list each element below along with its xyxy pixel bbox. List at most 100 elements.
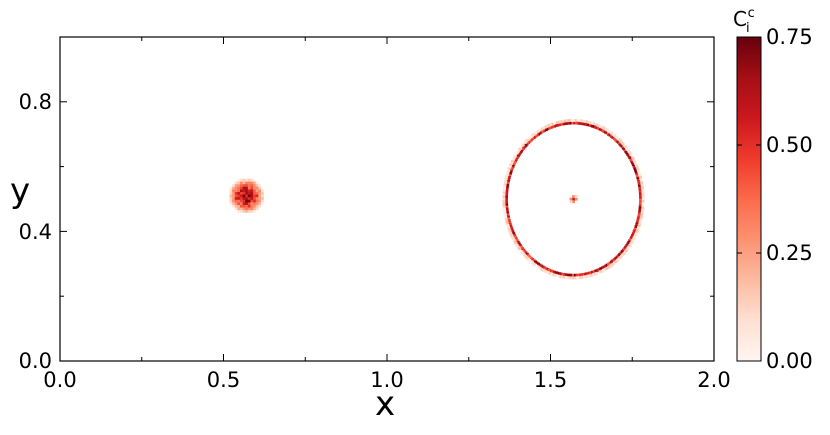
colorbar-tick-label: 0.75 (766, 25, 813, 49)
ring-cell (637, 171, 641, 175)
ring-cell (510, 235, 514, 239)
ring-cell (627, 154, 631, 158)
ring-cell (586, 120, 590, 124)
blob-cell (247, 178, 251, 182)
ring-cell (581, 119, 585, 123)
blob-cell (247, 186, 251, 190)
ring-cell (637, 183, 641, 187)
ring-cell (602, 268, 605, 272)
colorbar-tick-label: 0.25 (766, 241, 813, 265)
ring-cell (627, 149, 631, 153)
ring-cell (573, 119, 577, 122)
ring-cell (521, 148, 525, 152)
y-tick-labels: 0.0 0.4 0.8 (19, 90, 52, 373)
blob-cell (240, 194, 243, 198)
blob-cell (242, 178, 246, 182)
blob-cell (258, 196, 262, 200)
blob-cell (234, 194, 238, 198)
ring-cell (513, 154, 517, 158)
ring-cell (631, 163, 635, 167)
ring-cell (591, 122, 595, 126)
blob-cell (253, 189, 257, 193)
blob-cell (229, 191, 233, 195)
ring-cell (568, 119, 572, 122)
ring-cell (635, 229, 639, 233)
ring-cell (604, 130, 607, 134)
ring-cell (512, 163, 516, 167)
ring-cell (506, 215, 510, 219)
blob-cell (232, 194, 236, 198)
colorbar-tick-label: 0.00 (766, 349, 813, 373)
blob-cell (247, 204, 251, 208)
ring-cell (603, 127, 607, 131)
ring-cell (548, 268, 551, 272)
ring-cell (625, 244, 629, 247)
colorbar (736, 36, 762, 362)
ring-cell (629, 242, 633, 246)
ring-cell (635, 221, 639, 225)
blob-cell (250, 199, 254, 203)
ring-cell (510, 233, 513, 237)
blob-cell (250, 181, 254, 185)
blob-cell (250, 178, 254, 182)
blob-cell (255, 199, 259, 203)
ring-cell (550, 122, 554, 126)
ring-cell (594, 269, 598, 273)
ring-cell (515, 156, 519, 160)
ring-cell (555, 121, 559, 125)
blob-cell (250, 191, 254, 195)
ring-cell (516, 154, 520, 158)
ring-cell (546, 268, 550, 271)
blob-cell (250, 189, 254, 193)
ring-cell (637, 223, 641, 227)
ring-cell (507, 176, 511, 179)
ring-cell (628, 243, 632, 247)
plot-frame (59, 36, 715, 362)
ring-cell (598, 270, 602, 274)
ring-cell (626, 152, 630, 156)
blob-cell (240, 189, 243, 193)
blob-cell (232, 191, 236, 195)
blob-cell (240, 181, 243, 185)
blob-cell (245, 186, 249, 190)
ring-cell (540, 130, 544, 134)
ring-cell (598, 124, 602, 128)
ring-cell (514, 159, 517, 163)
blob-cell (255, 196, 259, 200)
ring-cell (504, 218, 508, 221)
ring-cell (510, 161, 513, 165)
ring-cell (587, 271, 591, 275)
ring-cell (554, 124, 558, 128)
blob-cell (253, 183, 257, 187)
ring-cell (596, 126, 600, 130)
point-cell (572, 197, 575, 201)
ring-cell (505, 175, 509, 179)
ring-cell (635, 165, 639, 169)
ring-cell (589, 271, 593, 275)
ring-cell (559, 122, 563, 126)
ring-cell (637, 211, 641, 215)
ring-cell (507, 167, 511, 171)
ring-cell (607, 262, 611, 266)
ring-cell (542, 268, 546, 272)
blob-cell (247, 189, 251, 193)
ring-cell (505, 197, 508, 201)
ring-cell (514, 235, 517, 239)
ring-cell (611, 262, 615, 266)
ring-cell (537, 129, 541, 133)
ring-cell (553, 270, 556, 274)
ring-cell (514, 237, 518, 241)
ring-cell (510, 166, 514, 170)
ring-cell (602, 129, 606, 133)
blob-cell (255, 194, 259, 198)
blob-cell (247, 207, 251, 211)
ring-cell (605, 266, 609, 270)
ring-cell (558, 123, 562, 127)
ring-cell (522, 146, 526, 150)
ring-cell (503, 212, 507, 215)
ring-cell (543, 269, 547, 273)
ring-cell (639, 177, 643, 181)
ring-cell (638, 222, 642, 225)
ring-cell (553, 124, 556, 128)
ring-cell (511, 164, 515, 168)
